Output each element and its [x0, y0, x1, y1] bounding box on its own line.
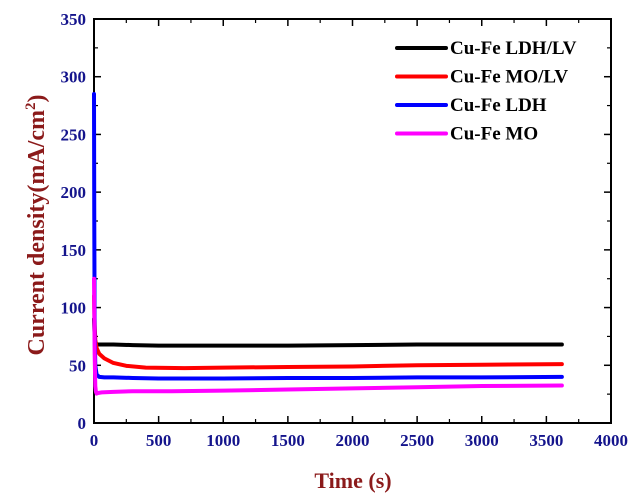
legend-label-4: Cu-Fe MO: [450, 124, 538, 145]
series-line-4: [92, 276, 564, 396]
legend-label-2: Cu-Fe MO/LV: [450, 67, 568, 88]
y-tick-label: 50: [69, 356, 86, 375]
y-tick-label: 350: [61, 10, 87, 29]
legend-label-1: Cu-Fe LDH/LV: [450, 38, 577, 59]
x-tick-label: 1500: [271, 431, 305, 450]
ticks: 0 500 1000 1500 2000 2500 3000 3500 4000 0 50 100 15…: [61, 10, 629, 450]
y-tick-label: 100: [61, 299, 87, 318]
x-tick-label: 500: [146, 431, 172, 450]
y-tick-label: 250: [61, 125, 87, 144]
y-axis-title: Current density(mA/cm2): [23, 94, 50, 355]
legend-label-3: Cu-Fe LDH: [450, 95, 547, 116]
x-tick-label: 0: [90, 431, 99, 450]
y-tick-label: 0: [78, 414, 87, 433]
x-tick-label: 3000: [465, 431, 499, 450]
x-tick-label: 4000: [594, 431, 628, 450]
x-tick-label: 3500: [529, 431, 563, 450]
x-axis-title: Time (s): [314, 468, 391, 493]
x-tick-label: 2000: [336, 431, 370, 450]
legend: Cu-Fe LDH/LV Cu-Fe MO/LV Cu-Fe LDH Cu-Fe MO: [395, 38, 577, 145]
series-line-2: [92, 294, 564, 371]
x-tick-label: 1000: [206, 431, 240, 450]
series-line-1: [92, 317, 564, 348]
y-tick-label: 150: [61, 241, 87, 260]
y-tick-label: 300: [61, 68, 87, 87]
y-tick-label: 200: [61, 183, 87, 202]
series-lines: [92, 92, 564, 396]
y-axis-title-close: ): [24, 94, 50, 102]
x-tick-label: 2500: [400, 431, 434, 450]
y-axis-title-main: Current density(mA/cm: [24, 110, 50, 356]
y-axis-title-superscript: 2: [23, 102, 39, 110]
